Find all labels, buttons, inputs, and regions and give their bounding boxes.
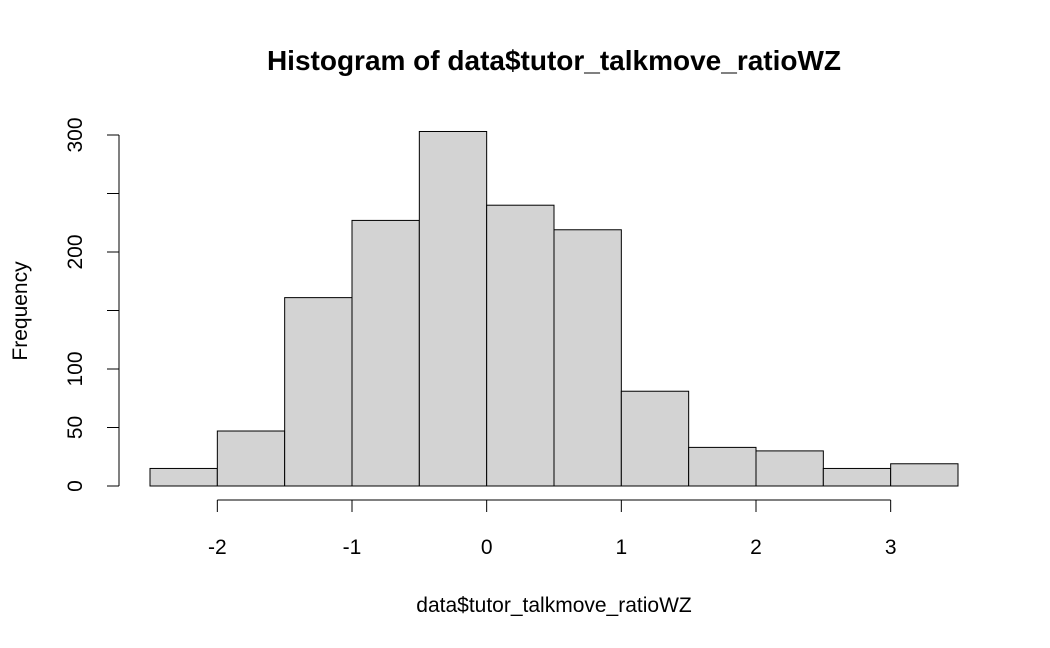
histogram-bar-4 [418,130,488,487]
histogram-bar-8 [688,446,757,487]
x-axis: -2 -1 0 1 2 3 [208,499,897,559]
y-tick-label-2: 100 [64,351,87,386]
x-axis-label: data$tutor_talkmove_ratioWZ [416,594,692,617]
y-tick-label-4: 200 [64,234,87,269]
y-axis-label: Frequency [9,261,32,361]
bars-group [149,130,959,487]
x-tick-label-5: 3 [885,536,897,559]
histogram-bar-6 [553,229,622,487]
histogram-bar-1 [216,430,286,487]
y-tick-label-0: 0 [64,480,87,492]
x-tick-label-0: -2 [208,536,227,559]
histogram-bar-2 [284,297,353,487]
x-tick-label-2: 0 [481,536,493,559]
histogram-bar-5 [486,204,555,487]
y-tick-label-1: 50 [64,416,87,439]
histogram-bar-3 [351,219,420,487]
histogram-bar-0 [149,467,218,487]
x-tick-label-3: 1 [615,536,627,559]
histogram-bar-7 [620,390,690,487]
y-axis: 0 50 100 200 300 [64,117,120,492]
histogram-bar-9 [755,450,824,487]
histogram-bar-10 [822,467,892,487]
chart-title: Histogram of data$tutor_talkmove_ratioWZ [267,45,841,76]
x-tick-label-1: -1 [343,536,362,559]
histogram-bar-11 [890,463,959,487]
y-tick-label-6: 300 [64,117,87,152]
x-tick-label-4: 2 [750,536,762,559]
